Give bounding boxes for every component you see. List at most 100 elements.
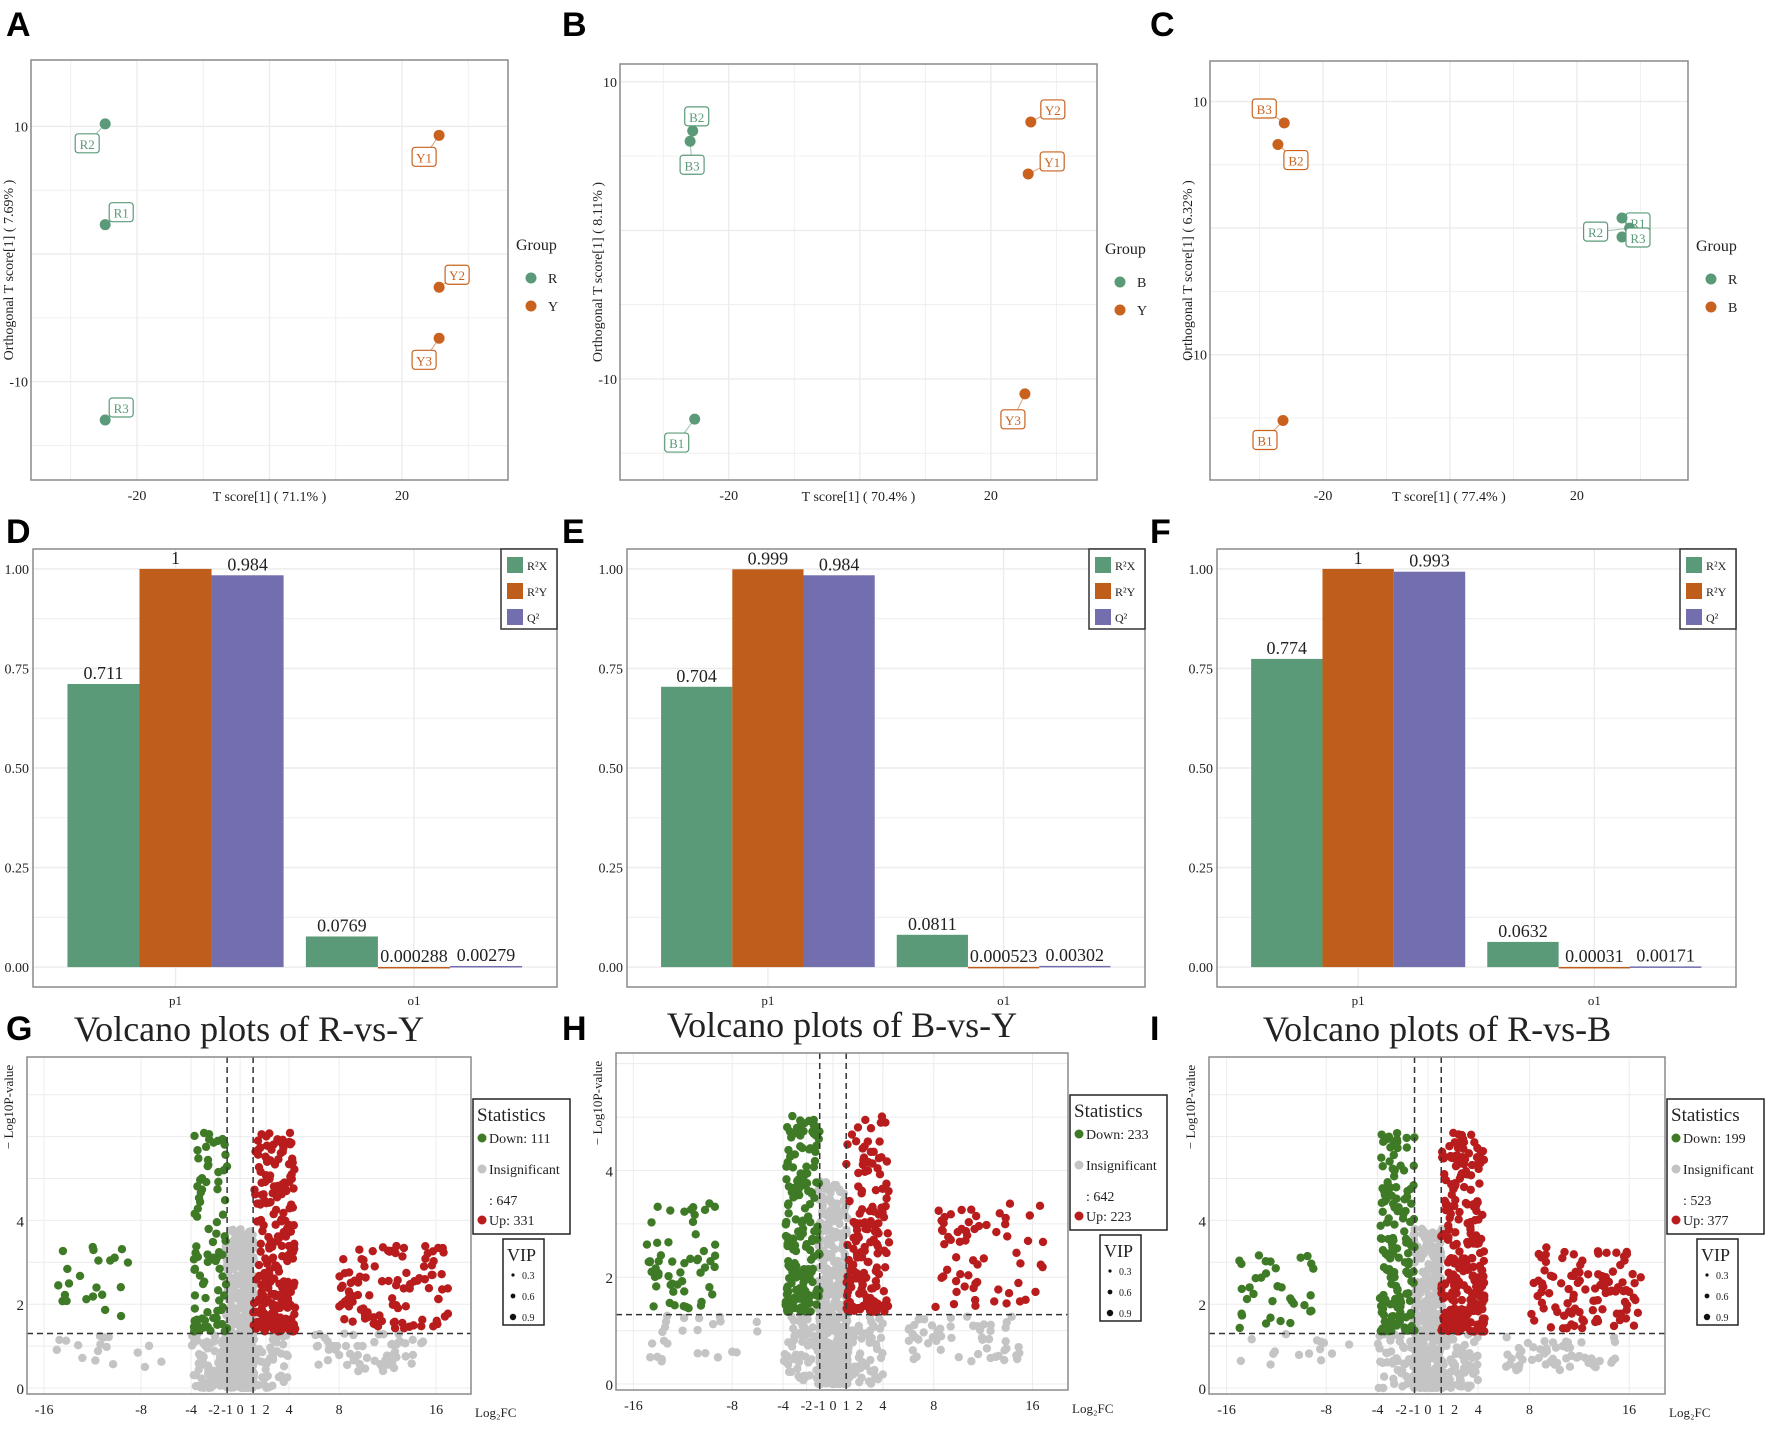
y-tick-label: 0.50 [1189, 762, 1214, 777]
y-tick-label: 0 [606, 1378, 614, 1394]
up-regulated-point [861, 1273, 871, 1282]
up-regulated-point [858, 1280, 867, 1289]
insignificant-point [973, 1349, 983, 1359]
insignificant-point [835, 1187, 845, 1197]
down-regulated-point [1402, 1267, 1411, 1276]
up-regulated-point [259, 1308, 269, 1318]
up-regulated-point [946, 1235, 955, 1245]
up-regulated-point [1622, 1249, 1632, 1259]
down-regulated-point [63, 1264, 72, 1274]
bar-RX-o1 [1487, 941, 1559, 968]
legend-label: Y [548, 300, 558, 315]
down-regulated-point [784, 1145, 793, 1155]
insignificant-point [1415, 1374, 1424, 1383]
insignificant-point [278, 1340, 288, 1349]
insignificant-point [248, 1370, 257, 1380]
down-regulated-point [1266, 1313, 1275, 1322]
down-regulated-point [1254, 1251, 1264, 1260]
up-regulated-point [346, 1278, 355, 1288]
insignificant-point [1589, 1361, 1598, 1370]
up-regulated-point [982, 1220, 991, 1230]
down-regulated-point [1261, 1257, 1270, 1266]
vip-legend-label: 0.9 [1716, 1313, 1729, 1324]
down-regulated-point [1276, 1316, 1285, 1326]
up-regulated-point [349, 1292, 358, 1301]
up-regulated-point [288, 1254, 298, 1263]
x-tick-label: -16 [35, 1403, 54, 1418]
point-label: Y1 [416, 150, 432, 165]
down-regulated-point [676, 1268, 685, 1277]
insignificant-point [1379, 1372, 1389, 1381]
insignificant-point [1294, 1350, 1304, 1360]
bar-value-label: 0.0632 [1498, 921, 1548, 941]
up-regulated-point [370, 1262, 379, 1271]
insignificant-point [1515, 1351, 1524, 1360]
x-tick-label: -1 [221, 1403, 233, 1418]
up-regulated-point [398, 1252, 407, 1261]
insignificant-point [1595, 1356, 1604, 1366]
insignificant-point [91, 1356, 100, 1365]
insignificant-point [1473, 1360, 1482, 1369]
insignificant-point [1014, 1342, 1023, 1352]
up-regulated-point [849, 1260, 858, 1269]
legend-title: Group [1105, 241, 1146, 258]
up-regulated-point [1451, 1180, 1460, 1189]
statistics-legend-label: Up: 223 [1086, 1210, 1132, 1225]
legend-marker [1671, 1133, 1681, 1143]
down-regulated-point [781, 1220, 791, 1229]
legend-title: Group [1696, 238, 1737, 255]
up-regulated-point [288, 1247, 298, 1257]
legend-label: R²X [1706, 559, 1727, 573]
up-regulated-point [1454, 1215, 1463, 1224]
insignificant-point [713, 1353, 723, 1362]
y-tick-label: -10 [9, 376, 28, 391]
up-regulated-point [257, 1289, 266, 1299]
up-regulated-point [1016, 1259, 1025, 1268]
down-regulated-point [213, 1136, 222, 1146]
x-tick-label: 0 [829, 1399, 836, 1414]
up-regulated-point [1001, 1213, 1010, 1223]
up-regulated-point [1455, 1207, 1464, 1217]
down-regulated-point [213, 1185, 222, 1194]
insignificant-point [102, 1342, 111, 1352]
down-regulated-point [1400, 1227, 1409, 1236]
up-regulated-point [434, 1243, 443, 1253]
insignificant-point [1449, 1358, 1458, 1367]
down-regulated-point [212, 1229, 221, 1238]
insignificant-point [1567, 1351, 1576, 1361]
point-label-box [1039, 151, 1065, 172]
panel-letter: A [6, 6, 31, 44]
up-regulated-point [429, 1322, 438, 1331]
x-tick-label: 2 [263, 1403, 270, 1418]
down-regulated-point [195, 1175, 205, 1185]
legend-label: R²Y [1115, 585, 1136, 599]
down-regulated-point [1402, 1143, 1412, 1152]
up-regulated-point [1012, 1248, 1021, 1258]
legend-label: Y [1137, 304, 1147, 319]
insignificant-point [825, 1279, 835, 1289]
up-regulated-point [1451, 1324, 1460, 1334]
up-regulated-point [402, 1268, 411, 1278]
legend-swatch [1686, 557, 1702, 573]
down-regulated-point [1383, 1178, 1392, 1187]
up-regulated-point [1443, 1258, 1453, 1267]
up-regulated-point [1451, 1228, 1460, 1237]
down-regulated-point [668, 1257, 677, 1266]
legend-swatch [507, 609, 523, 625]
insignificant-point [701, 1348, 710, 1358]
chart-title: Volcano plots of R-vs-Y [74, 1009, 424, 1049]
plot-frame [32, 548, 558, 988]
insignificant-point [1415, 1312, 1424, 1321]
down-regulated-point [204, 1224, 213, 1234]
insignificant-point [835, 1330, 844, 1339]
insignificant-point [1266, 1360, 1275, 1369]
legend-label: Q² [1706, 611, 1719, 625]
plot-frame [1209, 60, 1689, 481]
insignificant-point [237, 1239, 247, 1249]
insignificant-point [268, 1381, 277, 1390]
down-regulated-point [1377, 1198, 1387, 1208]
y-tick-label: 1.00 [5, 563, 30, 578]
up-regulated-point [437, 1270, 446, 1279]
insignificant-point [1426, 1306, 1436, 1315]
down-regulated-point [192, 1242, 201, 1251]
